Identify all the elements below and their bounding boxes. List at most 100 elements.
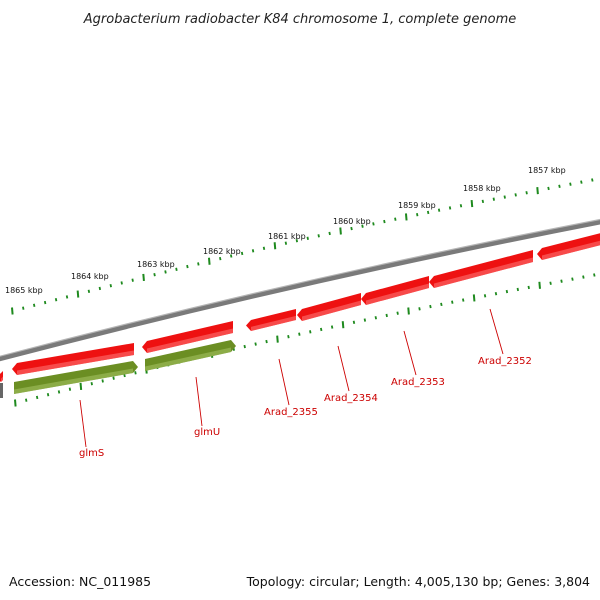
gene-label-arad-2352[interactable]: Arad_2352 [478, 356, 532, 367]
leader-line [278, 358, 290, 406]
gene-label-glmu[interactable]: glmU [194, 427, 220, 438]
lower-ruler-tick [483, 294, 487, 298]
upper-ruler-tick [558, 184, 561, 189]
lower-ruler-tick [516, 287, 520, 292]
leader-line [79, 399, 87, 448]
lower-ruler-tick [330, 325, 334, 329]
upper-ruler-tick [306, 236, 309, 240]
cds-arrow-next-shade [542, 240, 600, 260]
leader-line [489, 308, 504, 355]
upper-ruler-tick [437, 208, 441, 212]
upper-ruler-tick [328, 231, 331, 236]
ruler-label-1865: 1865 kbp [5, 286, 43, 295]
upper-ruler-tick [503, 195, 506, 199]
upper-ruler-tick [459, 204, 463, 208]
upper-ruler-tick [197, 262, 200, 266]
lower-ruler-tick [25, 398, 28, 402]
lower-ruler-tick [14, 399, 17, 407]
upper-ruler-tick [404, 213, 408, 221]
lower-ruler-tick [582, 275, 585, 279]
upper-ruler-tick [273, 242, 277, 250]
lower-ruler-tick [385, 313, 388, 318]
gene-label-glms[interactable]: glmS [79, 448, 104, 459]
lower-ruler-tick [407, 307, 410, 315]
cds-arrow-arad-2353-shade [366, 283, 429, 305]
upper-ruler-tick [43, 300, 47, 305]
lower-ruler-tick [440, 302, 443, 307]
lower-ruler-tick [451, 300, 454, 304]
upper-ruler-tick [536, 187, 539, 195]
cds-arrow-arad-2354[interactable] [297, 293, 361, 321]
lower-ruler-tick [527, 285, 530, 290]
lower-ruler [14, 273, 596, 407]
lower-ruler-tick [101, 379, 104, 383]
lower-ruler-tick [429, 304, 432, 309]
lower-ruler-tick [309, 330, 312, 334]
upper-ruler-tick [339, 227, 342, 235]
upper-ruler-tick [284, 241, 288, 245]
upper-ruler-tick [251, 249, 255, 253]
upper-ruler-tick [22, 306, 25, 310]
lower-ruler-tick [352, 320, 356, 325]
ruler-label-1864: 1864 kbp [71, 272, 109, 281]
genome-summary-text: Topology: circular; Length: 4,005,130 bp… [246, 574, 590, 589]
cds-arrow-2[interactable] [142, 321, 233, 353]
gene-label-arad-2355[interactable]: Arad_2355 [264, 407, 318, 418]
ruler-label-1857: 1857 kbp [528, 166, 566, 175]
upper-ruler-tick [372, 222, 375, 226]
lower-ruler-tick [396, 311, 399, 315]
cds-arrow-arad-2354-shade [302, 300, 361, 321]
cds-arrow-next[interactable] [537, 232, 600, 260]
upper-ruler-tick [153, 273, 156, 277]
lower-ruler-tick [254, 342, 257, 346]
edge-feature [0, 383, 3, 398]
accession-text: Accession: NC_011985 [9, 574, 151, 589]
lower-ruler-tick [472, 294, 476, 302]
upper-ruler-tick [525, 191, 528, 195]
cds-arrow-2-shade [147, 328, 233, 353]
upper-ruler-tick [131, 278, 134, 282]
cds-arrow-arad-2355-shade [251, 315, 296, 331]
lower-ruler-tick [57, 390, 61, 394]
lower-ruler-tick [505, 289, 509, 294]
lower-ruler-tick [320, 327, 323, 332]
gene-labels: glmS glmU Arad_2355 Arad_2354 Arad_2353 … [79, 308, 532, 459]
rna-arrow-glms[interactable] [14, 361, 138, 394]
gene-label-arad-2354[interactable]: Arad_2354 [324, 393, 378, 404]
lower-ruler-tick [363, 318, 367, 322]
cds-arrow-arad-2352[interactable] [429, 250, 533, 288]
ruler-label-1859: 1859 kbp [398, 201, 436, 210]
upper-ruler-tick [569, 182, 572, 186]
leader-line [403, 330, 417, 376]
upper-ruler-tick [591, 178, 594, 182]
lower-ruler-tick [374, 316, 377, 320]
cds-arrow-edge[interactable] [0, 371, 3, 382]
upper-ruler-tick [229, 254, 233, 258]
cds-arrow-arad-2353[interactable] [361, 276, 429, 305]
upper-ruler-tick [54, 298, 58, 302]
upper-ruler-tick [448, 206, 452, 210]
lower-ruler-tick [571, 277, 574, 281]
lower-ruler-tick [276, 335, 279, 343]
cds-arrow-1[interactable] [12, 343, 134, 375]
upper-ruler-tick [470, 199, 474, 208]
upper-ruler-tick [492, 197, 495, 201]
upper-ruler-tick [11, 307, 14, 315]
gene-label-arad-2353[interactable]: Arad_2353 [391, 377, 445, 388]
upper-ruler-tick [547, 186, 550, 191]
lower-ruler-tick [494, 292, 498, 296]
cds-arrow-arad-2352-shade [434, 257, 533, 288]
lower-ruler-tick [593, 273, 596, 277]
lower-ruler-tick [538, 281, 541, 289]
ruler-label-1858: 1858 kbp [463, 184, 501, 193]
upper-ruler-tick [186, 264, 189, 269]
lower-ruler-tick [560, 279, 563, 283]
lower-ruler-tick [287, 334, 290, 339]
upper-ruler-tick [65, 295, 69, 299]
lower-ruler-tick [134, 371, 137, 375]
cds-arrow-arad-2355[interactable] [246, 309, 296, 331]
upper-ruler-tick [76, 290, 80, 298]
rna-arrow-glmu[interactable] [145, 340, 236, 371]
lower-ruler-tick [265, 339, 268, 344]
